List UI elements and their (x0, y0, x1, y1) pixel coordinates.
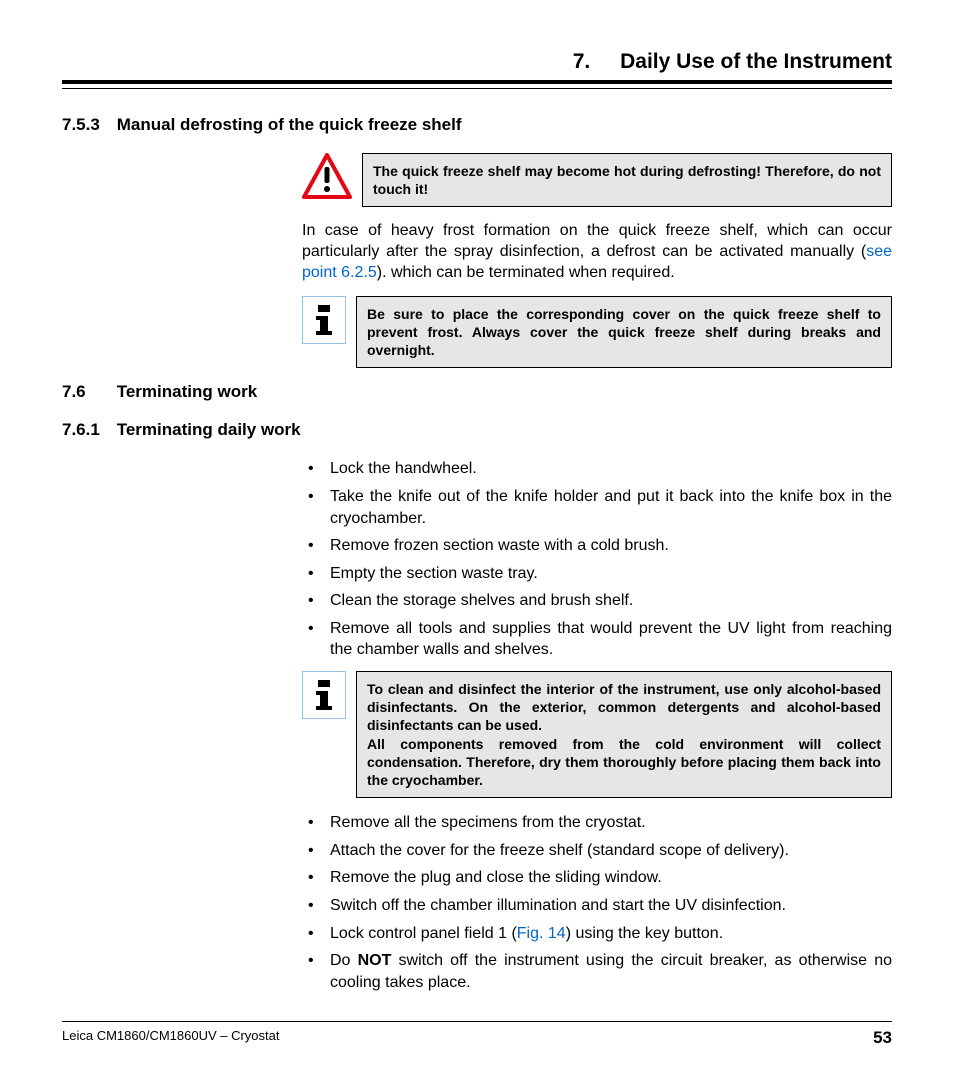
info-text-line: All components removed from the cold env… (367, 735, 881, 790)
list-item: Remove frozen section waste with a cold … (302, 535, 892, 557)
page-number: 53 (873, 1028, 892, 1048)
heading-number: 7.6.1 (62, 420, 112, 440)
page: 7. Daily Use of the Instrument 7.5.3 Man… (0, 0, 954, 1080)
page-footer: Leica CM1860/CM1860UV – Cryostat 53 (62, 1021, 892, 1048)
info-callout: To clean and disinfect the interior of t… (302, 671, 892, 798)
heading-text: Manual defrosting of the quick freeze sh… (117, 115, 462, 134)
heading-7-5-3: 7.5.3 Manual defrosting of the quick fre… (62, 115, 892, 135)
cross-reference-link[interactable]: Fig. 14 (517, 925, 566, 942)
warning-callout: The quick freeze shelf may become hot du… (302, 153, 892, 207)
list-text: Lock control panel field 1 ( (330, 925, 517, 942)
list-item: Attach the cover for the freeze shelf (s… (302, 840, 892, 862)
info-icon (302, 296, 346, 344)
heading-text: Terminating work (117, 382, 257, 401)
heading-7-6-1: 7.6.1 Terminating daily work (62, 420, 892, 440)
chapter-title: Daily Use of the Instrument (620, 50, 892, 73)
body-paragraph: In case of heavy frost formation on the … (302, 221, 892, 283)
list-item: Clean the storage shelves and brush shel… (302, 590, 892, 612)
list-item: Do NOT switch off the instrument using t… (302, 950, 892, 993)
info-text-line: To clean and disinfect the interior of t… (367, 680, 881, 735)
list-text: ) using the key button. (566, 925, 723, 942)
emphasis: NOT (358, 952, 392, 969)
warning-text: The quick freeze shelf may become hot du… (362, 153, 892, 207)
header-rule-thin (62, 88, 892, 89)
running-header: 7. Daily Use of the Instrument (62, 50, 892, 74)
heading-text: Terminating daily work (117, 420, 301, 439)
para-text: In case of heavy frost formation on the … (302, 222, 892, 260)
list-text: switch off the instrument using the circ… (330, 952, 892, 991)
heading-number: 7.6 (62, 382, 112, 402)
para-text: ). which can be terminated when required… (377, 264, 675, 281)
info-text: Be sure to place the corresponding cover… (356, 296, 892, 369)
list-item: Lock the handwheel. (302, 458, 892, 480)
list-item: Empty the section waste tray. (302, 563, 892, 585)
chapter-number: 7. (573, 50, 591, 73)
list-item: Switch off the chamber illumination and … (302, 895, 892, 917)
heading-7-6: 7.6 Terminating work (62, 382, 892, 402)
footer-row: Leica CM1860/CM1860UV – Cryostat 53 (62, 1028, 892, 1048)
heading-number: 7.5.3 (62, 115, 112, 135)
list-text: Do (330, 952, 358, 969)
footer-doc-title: Leica CM1860/CM1860UV – Cryostat (62, 1028, 280, 1048)
bullet-list-b: Remove all the specimens from the cryost… (302, 812, 892, 993)
list-item: Remove all the specimens from the cryost… (302, 812, 892, 834)
list-item: Take the knife out of the knife holder a… (302, 486, 892, 529)
list-item: Lock control panel field 1 (Fig. 14) usi… (302, 923, 892, 945)
info-icon (302, 671, 346, 719)
list-item: Remove all tools and supplies that would… (302, 618, 892, 661)
list-item: Remove the plug and close the sliding wi… (302, 867, 892, 889)
footer-rule (62, 1021, 892, 1022)
info-callout: Be sure to place the corresponding cover… (302, 296, 892, 369)
bullet-list-a: Lock the handwheel. Take the knife out o… (302, 458, 892, 661)
info-text: To clean and disinfect the interior of t… (356, 671, 892, 798)
warning-icon (302, 153, 352, 203)
header-rule-thick (62, 80, 892, 84)
